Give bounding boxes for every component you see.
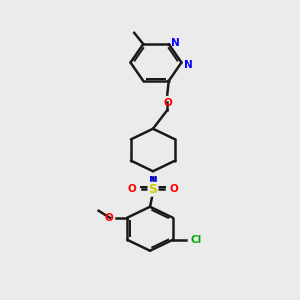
Text: Cl: Cl	[190, 235, 202, 245]
Text: N: N	[184, 59, 193, 70]
Text: S: S	[148, 183, 158, 196]
Text: O: O	[105, 213, 113, 223]
Text: O: O	[170, 184, 178, 194]
Text: N: N	[148, 176, 158, 186]
Text: N: N	[171, 38, 180, 48]
Text: O: O	[164, 98, 172, 108]
Text: O: O	[128, 184, 136, 194]
